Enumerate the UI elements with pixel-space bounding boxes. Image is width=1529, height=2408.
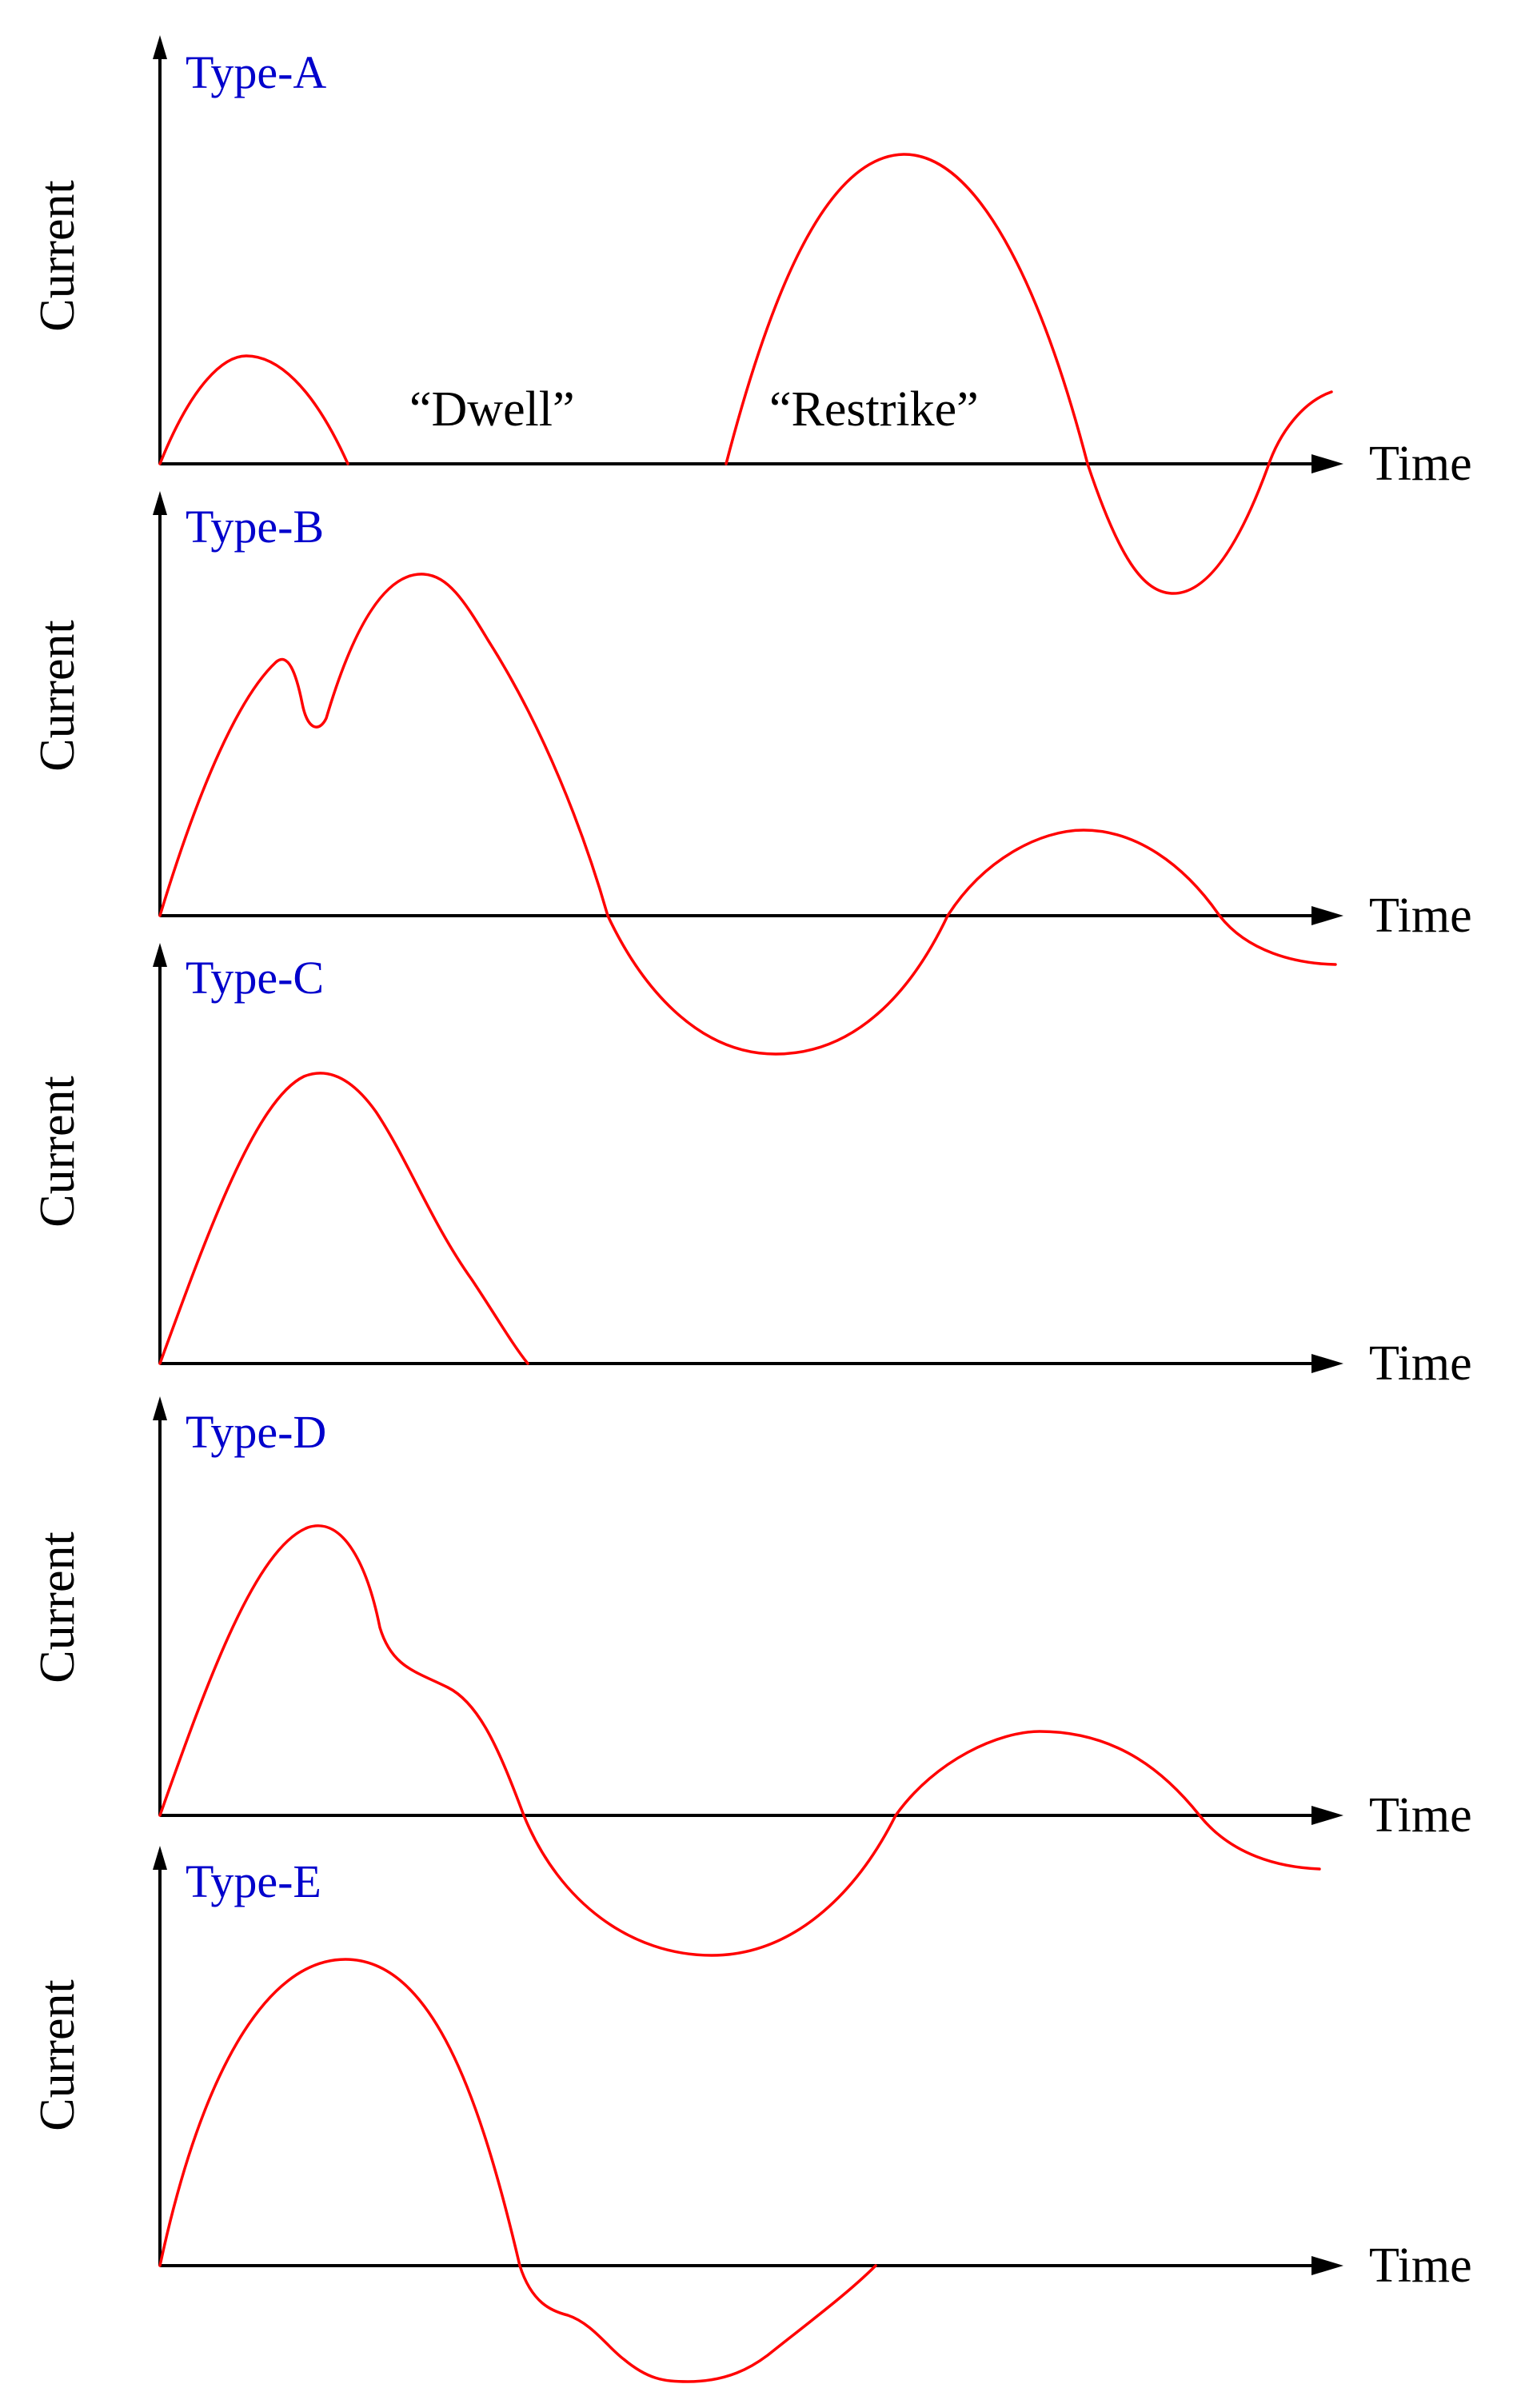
panel-d-y-axis-arrow [153,1396,167,1420]
panel-c-y-axis-label: Current [30,1076,85,1227]
panel-e-x-axis-arrow [1311,2256,1343,2275]
panel-b-y-axis-label: Current [30,620,85,771]
panel-b-x-axis-arrow [1311,906,1343,925]
panel-b-x-axis-label: Time [1369,889,1472,943]
panel-e-x-axis-label: Time [1369,2238,1472,2293]
panel-a-initial-arc-curve [158,354,349,465]
panel-c-y-axis-arrow [153,943,167,967]
panel-b-type-label: Type-B [186,501,324,553]
panel-a-type-label: Type-A [186,46,326,98]
panel-a-y-axis-label: Current [30,180,85,331]
panel-a-y-axis-arrow [153,35,167,59]
panel-d-y-axis-label: Current [30,1531,85,1683]
panel-d-x-axis-arrow [1311,1806,1343,1825]
panel-type-d: Type-D Current Time [30,1396,1472,1957]
panel-c-x-axis-arrow [1311,1354,1343,1373]
panel-d-x-axis-label: Time [1369,1788,1472,1843]
panel-b-curve [158,573,1337,1056]
dwell-annotation: “Dwell” [409,382,575,437]
panel-e-y-axis-arrow [153,1846,167,1870]
panel-c-x-axis-label: Time [1369,1336,1472,1391]
panel-d-type-label: Type-D [186,1406,326,1458]
restrike-annotation: “Restrike” [769,382,979,437]
panel-e-y-axis-label: Current [30,1979,85,2130]
panel-d-curve [158,1524,1321,1957]
panel-type-a: Type-A Current Time “Dwell” “Restrike” [30,35,1472,595]
panel-type-c: Type-C Current Time [30,943,1472,1391]
panel-c-type-label: Type-C [186,952,324,1004]
panel-a-restrike-curve [725,153,1333,595]
panel-a-x-axis-arrow [1311,454,1343,473]
panel-e-type-label: Type-E [186,1855,321,1907]
panel-type-b: Type-B Current Time [30,491,1472,1056]
panel-b-y-axis-arrow [153,491,167,515]
panel-e-curve [158,1958,877,2383]
panel-c-curve [158,1072,529,1365]
panel-type-e: Type-E Current Time [30,1846,1472,2383]
panel-a-x-axis-label: Time [1369,437,1472,491]
